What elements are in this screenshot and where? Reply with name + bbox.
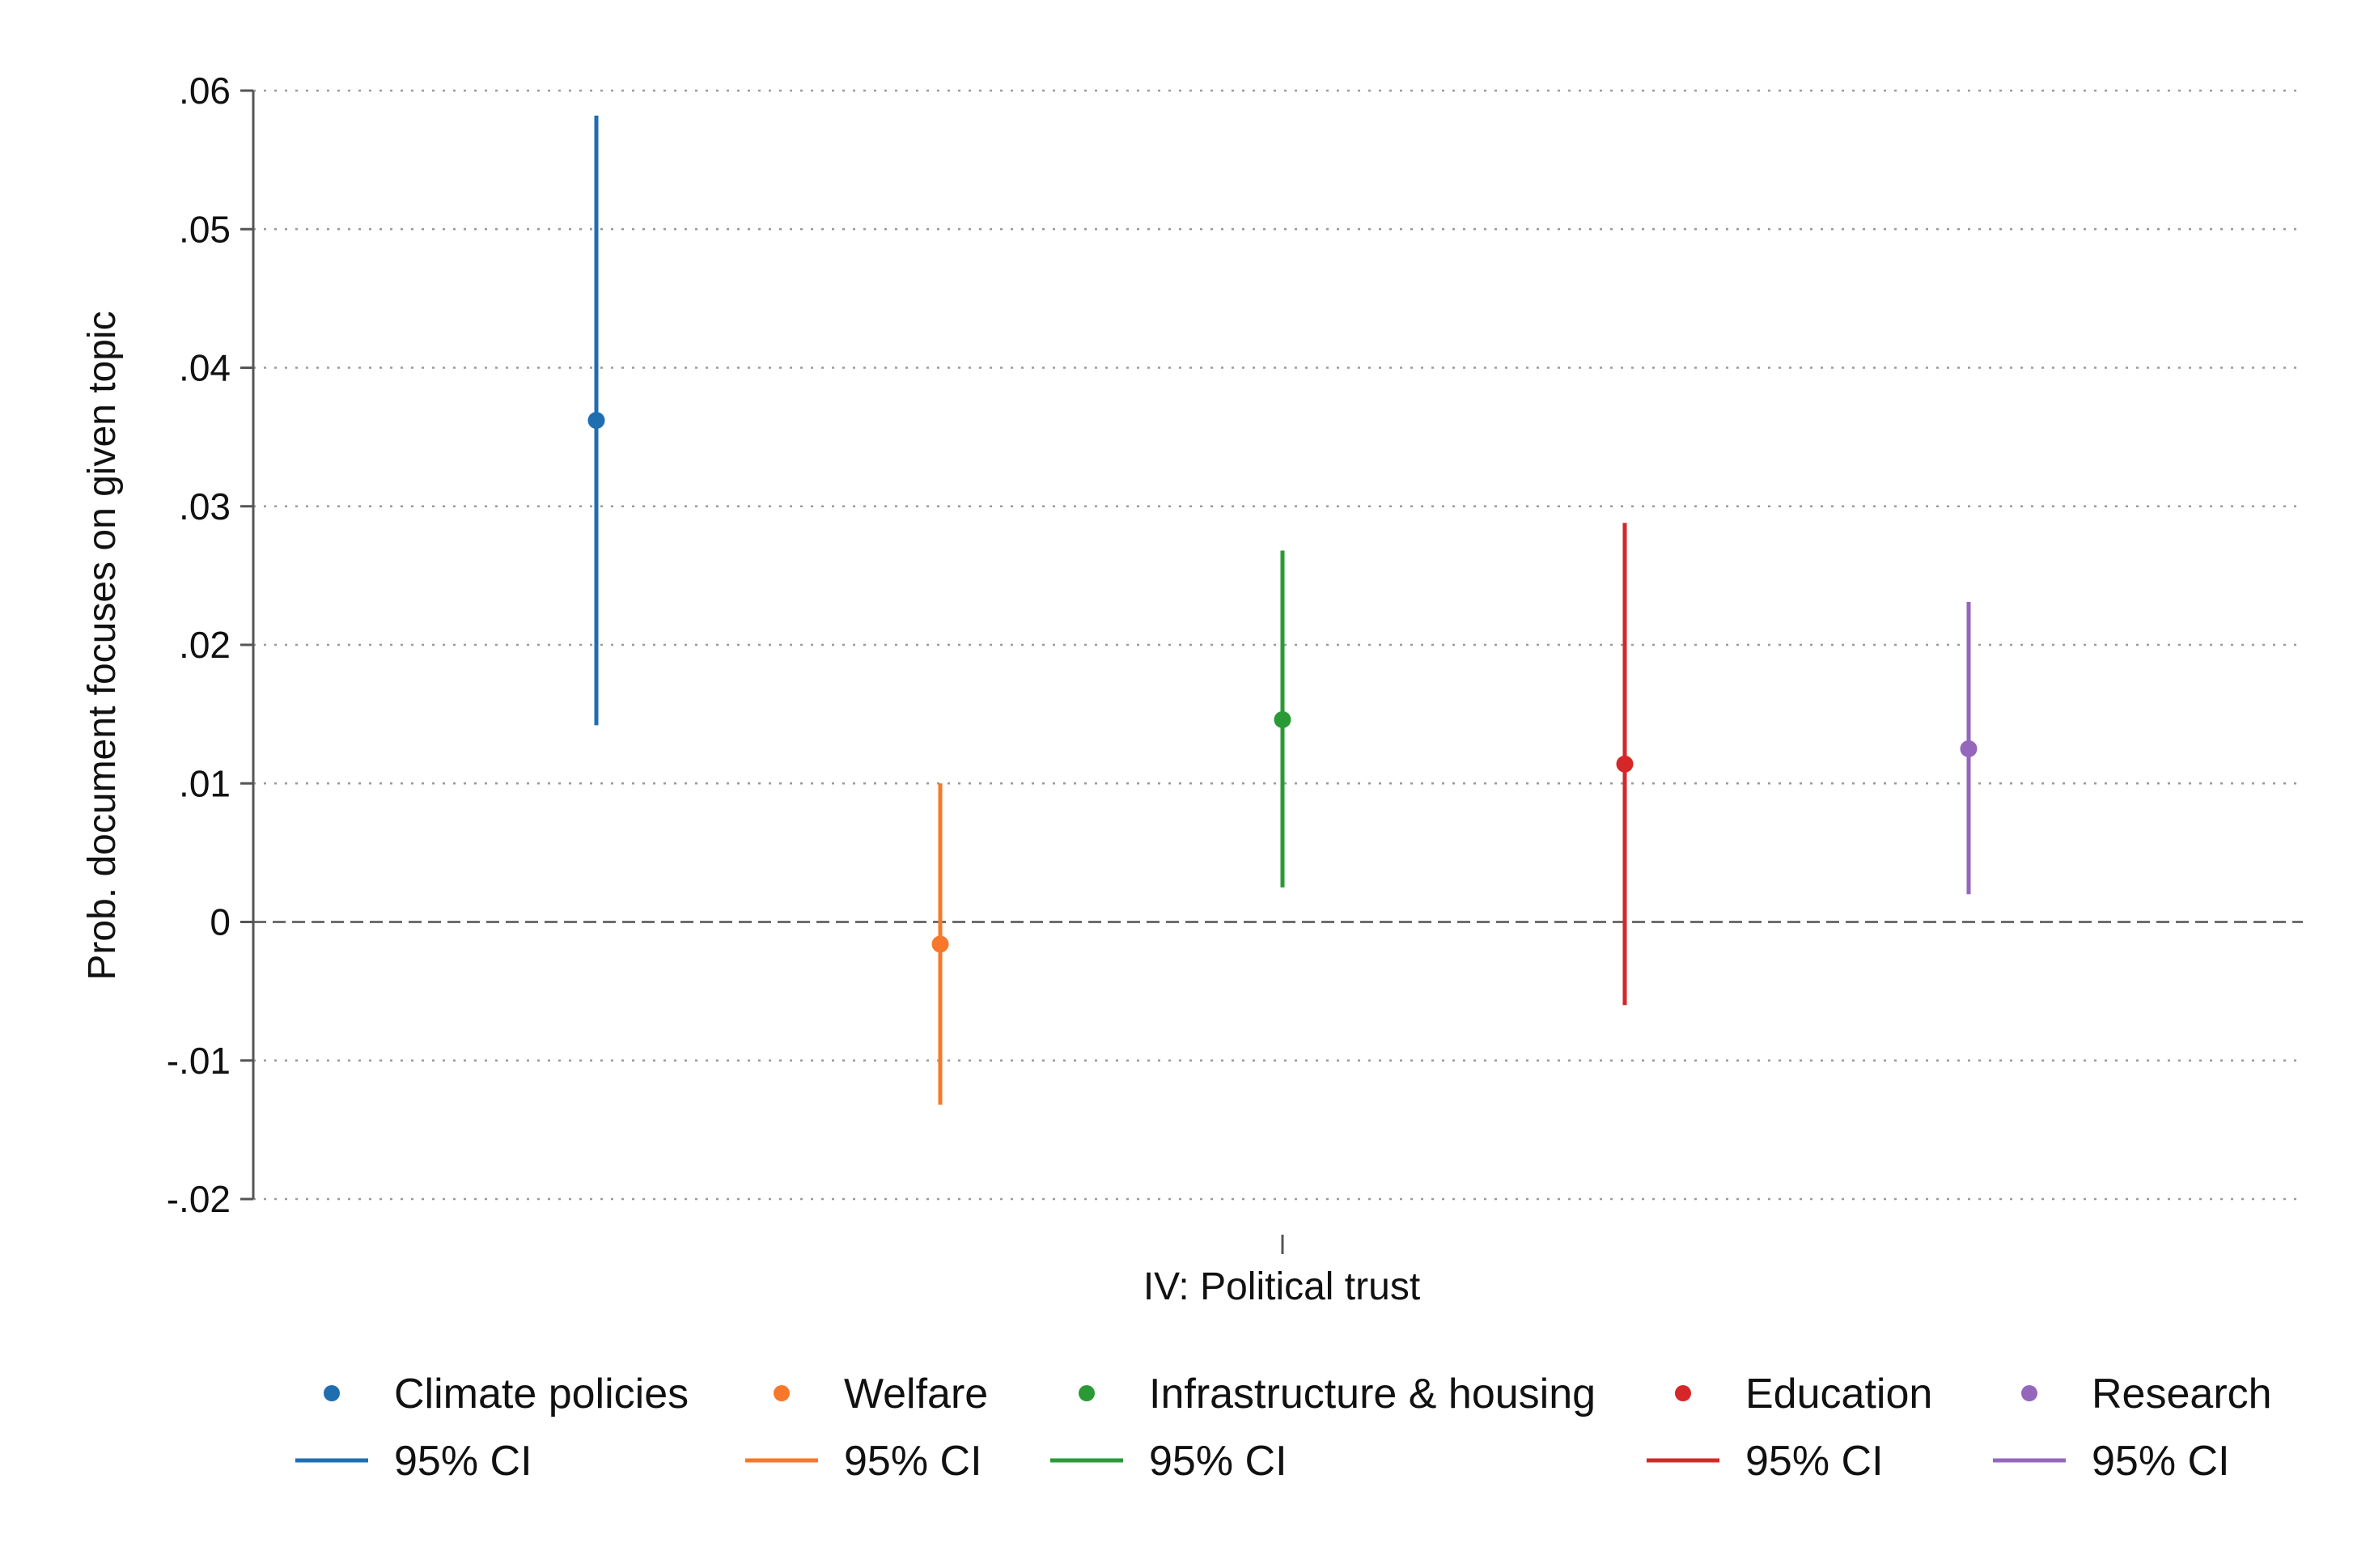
- y-tick-label: -.02: [167, 1178, 231, 1220]
- y-tick-label: -.01: [167, 1040, 231, 1082]
- legend-marker: [1675, 1385, 1691, 1401]
- legend-ci-label: 95% CI: [844, 1438, 982, 1485]
- legend-entry: Welfare 95% CI: [745, 1371, 988, 1485]
- y-tick-label: .04: [179, 347, 231, 389]
- grid-lines: [253, 89, 2303, 1201]
- legend-entry: Infrastructure & housing 95% CI: [1050, 1371, 1596, 1485]
- legend-label: Education: [1745, 1371, 1932, 1418]
- legend-marker: [1079, 1385, 1095, 1401]
- legend-entry: Education 95% CI: [1647, 1371, 1932, 1485]
- y-axis: .06 .05 .04 .03 .02 .01 0 -.01 -.02: [167, 70, 1284, 1254]
- point-estimate: [1960, 740, 1978, 757]
- legend-marker: [324, 1385, 340, 1401]
- legend-ci-label: 95% CI: [394, 1438, 532, 1485]
- legend-entry: Research 95% CI: [1993, 1371, 2272, 1485]
- point-estimate: [931, 935, 949, 953]
- x-axis-title: IV: Political trust: [1143, 1265, 1420, 1308]
- data-marks: [587, 115, 1978, 1105]
- y-tick-label: .05: [179, 208, 231, 250]
- legend-label: Infrastructure & housing: [1149, 1371, 1596, 1418]
- legend-label: Research: [2092, 1371, 2272, 1418]
- legend-label: Climate policies: [394, 1371, 689, 1418]
- legend-ci-label: 95% CI: [2092, 1438, 2230, 1485]
- y-tick-label: 0: [210, 901, 231, 943]
- legend-ci-label: 95% CI: [1149, 1438, 1287, 1485]
- legend-ci-label: 95% CI: [1745, 1438, 1884, 1485]
- legend-marker: [2021, 1385, 2037, 1401]
- legend-label: Welfare: [844, 1371, 988, 1418]
- point-estimate: [1274, 710, 1291, 728]
- point-estimate: [1616, 755, 1634, 773]
- legend-marker: [774, 1385, 790, 1401]
- point-estimate: [587, 412, 605, 430]
- y-tick-label: .01: [179, 762, 231, 804]
- y-tick-label: .03: [179, 485, 231, 528]
- y-tick-label: .02: [179, 624, 231, 666]
- legend-entry: Climate policies 95% CI: [295, 1371, 689, 1485]
- y-axis-title: Prob. document focuses on given topic: [81, 311, 124, 980]
- y-tick-label: .06: [179, 70, 231, 112]
